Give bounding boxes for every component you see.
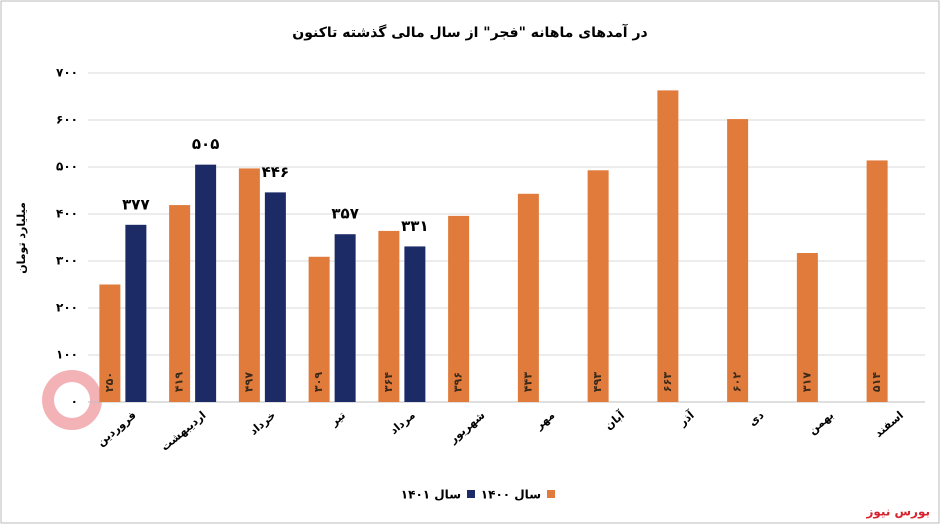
y-tick-label: ۶۰۰ — [56, 113, 78, 127]
bar — [727, 119, 749, 402]
bar — [587, 170, 609, 402]
value-label: ۴۹۳ — [591, 372, 604, 392]
bar — [796, 253, 818, 402]
legend-label: سال ۱۴۰۰ — [481, 488, 541, 502]
value-label: ۳۷۷ — [122, 195, 149, 213]
legend-swatch — [547, 490, 555, 498]
bar — [125, 224, 147, 402]
value-label: ۳۶۴ — [382, 372, 395, 392]
bar — [404, 246, 426, 402]
value-label: ۳۰۹ — [312, 372, 325, 392]
y-tick-label: ۴۰۰ — [56, 207, 78, 221]
bar — [517, 193, 539, 402]
bar — [195, 164, 217, 402]
bar — [657, 90, 679, 402]
y-tick-label: ۷۰۰ — [56, 66, 78, 80]
value-label: ۶۶۳ — [661, 372, 674, 392]
value-label: ۳۱۷ — [800, 372, 813, 392]
bar — [866, 160, 888, 402]
bar — [238, 168, 260, 402]
bar — [334, 234, 356, 402]
value-label: ۵۱۴ — [870, 372, 883, 392]
value-label: ۵۰۵ — [192, 135, 219, 153]
chart-title: در آمدهای ماهانه "فجر" از سال مالی گذشته… — [292, 23, 647, 41]
value-label: ۴۴۶ — [262, 163, 289, 181]
bar — [308, 256, 330, 402]
bar — [99, 284, 121, 402]
source: بورس نیوز — [865, 505, 930, 520]
value-label: ۴۹۷ — [242, 372, 255, 392]
value-label: ۴۴۳ — [521, 372, 534, 392]
y-tick-label: ۱۰۰ — [56, 348, 78, 362]
bar — [169, 205, 191, 402]
value-label: ۳۵۷ — [331, 205, 358, 223]
y-tick-label: ۰ — [71, 395, 78, 409]
value-label: ۴۱۹ — [173, 372, 186, 392]
value-label: ۲۵۰ — [103, 372, 116, 392]
y-axis-label: میلیارد تومان — [15, 202, 28, 274]
bar — [378, 230, 400, 402]
value-label: ۶۰۲ — [731, 372, 744, 392]
bar — [264, 192, 286, 402]
bar — [448, 215, 470, 402]
logo — [42, 370, 102, 430]
legend-label: سال ۱۴۰۱ — [401, 488, 461, 502]
value-label: ۳۹۶ — [452, 372, 465, 392]
y-tick-label: ۳۰۰ — [56, 254, 78, 268]
value-label: ۳۳۱ — [401, 217, 428, 235]
legend-swatch — [467, 490, 475, 498]
y-tick-label: ۲۰۰ — [56, 301, 78, 315]
y-tick-label: ۵۰۰ — [56, 160, 78, 174]
